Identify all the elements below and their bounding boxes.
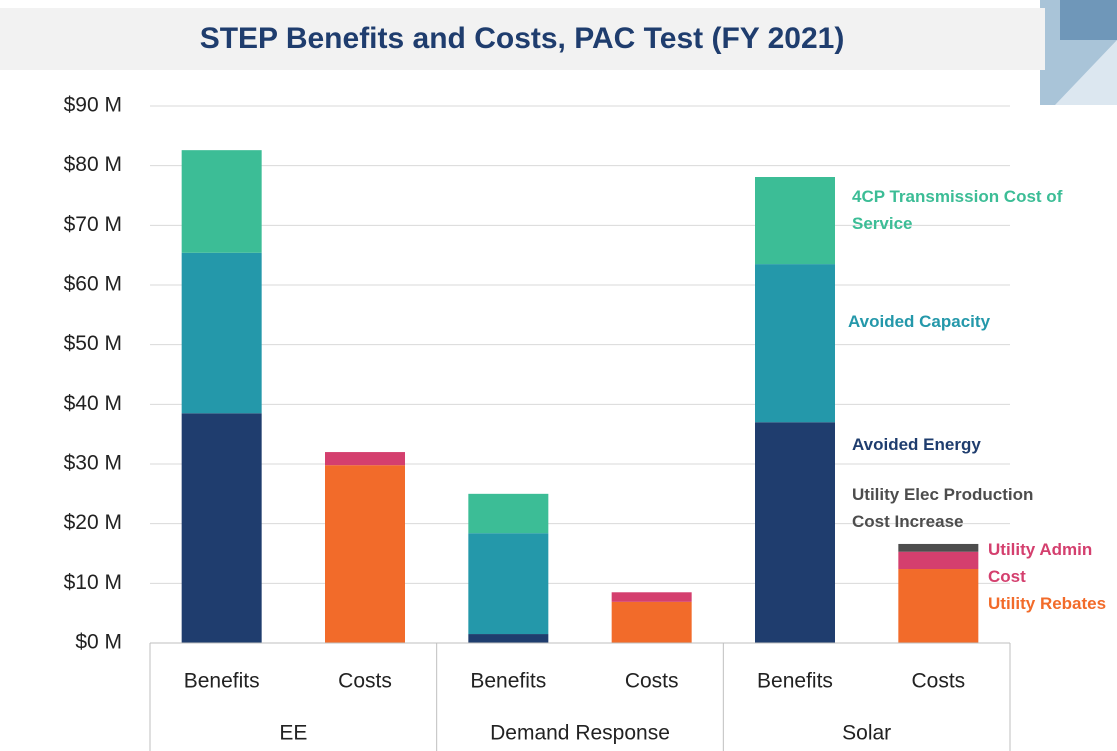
decoration xyxy=(1055,40,1117,105)
y-tick-label: $80 M xyxy=(64,153,122,176)
bar-segment xyxy=(898,543,979,552)
title-band xyxy=(0,8,1045,70)
y-tick-label: $10 M xyxy=(64,571,122,594)
x-tick-label: Benefits xyxy=(757,670,833,693)
bar-segment xyxy=(611,592,692,602)
y-tick-label: $30 M xyxy=(64,452,122,475)
bar-segment xyxy=(755,177,835,265)
y-tick-label: $60 M xyxy=(64,273,122,296)
bar-segment xyxy=(755,264,835,423)
bar-segment xyxy=(468,493,549,534)
x-tick-label: Costs xyxy=(625,670,679,693)
x-tick-label: Costs xyxy=(911,670,965,693)
y-tick-label: $70 M xyxy=(64,213,122,236)
bar-segment xyxy=(325,452,405,466)
legend-label: Avoided Energy xyxy=(852,435,981,454)
bar-segment xyxy=(468,533,549,635)
group-label: Solar xyxy=(842,722,891,745)
legend-label: Utility Admin Cost xyxy=(988,540,1093,586)
legend-label: Utility Elec Production Cost Increase xyxy=(852,485,1034,531)
y-tick-label: $0 M xyxy=(75,631,122,654)
bar-segment xyxy=(181,252,262,414)
y-tick-label: $90 M xyxy=(64,94,122,117)
bar-segment xyxy=(181,150,262,253)
legend-label: 4CP Transmission Cost of Service xyxy=(852,187,1063,233)
bar-segment xyxy=(468,634,549,643)
chart-title: STEP Benefits and Costs, PAC Test (FY 20… xyxy=(200,22,845,55)
legend-label: Utility Rebates xyxy=(988,594,1107,613)
legend-label: Avoided Capacity xyxy=(848,312,991,331)
bar-segment xyxy=(325,465,405,643)
bar-segment xyxy=(611,601,692,643)
y-tick-label: $20 M xyxy=(64,511,122,534)
group-label: EE xyxy=(279,722,307,745)
x-tick-label: Costs xyxy=(338,670,392,693)
bar-segment xyxy=(181,413,262,643)
group-label: Demand Response xyxy=(490,722,670,745)
bar-segment xyxy=(898,569,979,643)
x-tick-label: Benefits xyxy=(470,670,546,693)
y-tick-label: $50 M xyxy=(64,332,122,355)
x-tick-label: Benefits xyxy=(184,670,260,693)
bar-segment xyxy=(755,422,835,643)
y-tick-label: $40 M xyxy=(64,392,122,415)
decoration xyxy=(1060,0,1117,40)
bar-segment xyxy=(898,551,979,570)
